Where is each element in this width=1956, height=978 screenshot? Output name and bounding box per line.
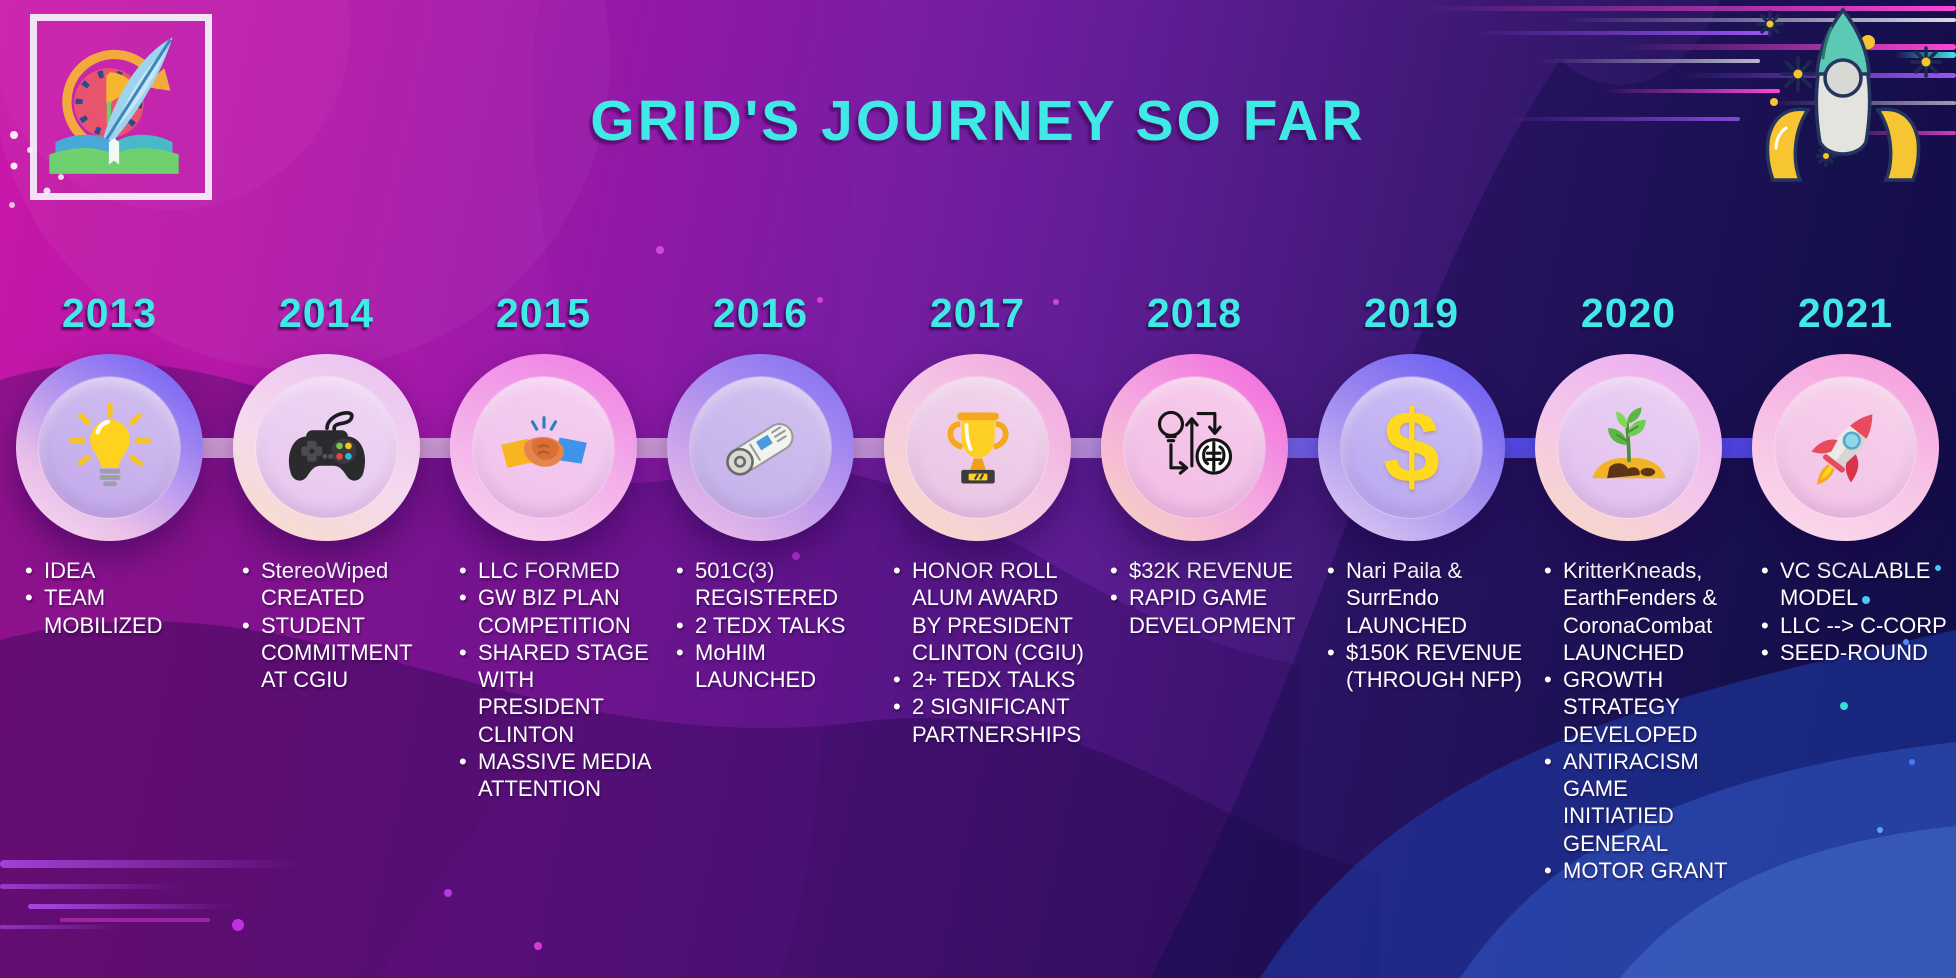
gamepad-icon xyxy=(288,410,365,481)
bullet-item: TEAM MOBILIZED xyxy=(25,584,221,639)
dollar-icon: $ xyxy=(1383,390,1440,504)
bullet-item: MASSIVE MEDIA ATTENTION xyxy=(459,748,655,803)
milestone-circle: $ xyxy=(1318,354,1505,541)
bullet-item: 501C(3) REGISTERED xyxy=(676,557,872,612)
milestone-circle xyxy=(1535,354,1722,541)
bullet-item: HONOR ROLL ALUM AWARD BY PRESIDENT CLINT… xyxy=(893,557,1089,666)
milestone-bullets: 501C(3) REGISTERED 2 TEDX TALKS MoHIM LA… xyxy=(652,557,872,693)
seedling-icon xyxy=(1591,406,1666,478)
bullet-item: KritterKneads, EarthFenders & CoronaComb… xyxy=(1544,557,1740,666)
year-label: 2018 xyxy=(1146,290,1243,336)
year-label: 2015 xyxy=(495,290,592,336)
bullet-item: RAPID GAME DEVELOPMENT xyxy=(1110,584,1306,639)
milestone-bullets: $32K REVENUE RAPID GAME DEVELOPMENT xyxy=(1086,557,1306,639)
milestone-bullets: LLC FORMED GW BIZ PLAN COMPETITION SHARE… xyxy=(435,557,655,802)
milestone-2013: 2013 xyxy=(1,290,218,884)
rocket-illustration xyxy=(1738,0,1948,190)
timeline: 2013 xyxy=(1,290,1954,884)
bullet-item: $32K REVENUE xyxy=(1110,557,1306,585)
bullet-item: 2+ TEDX TALKS xyxy=(893,666,1089,694)
milestone-bullets: StereoWiped CREATED STUDENT COMMITMENT A… xyxy=(218,557,438,693)
milestone-circle xyxy=(1752,354,1939,541)
milestone-circle xyxy=(233,354,420,541)
bullet-item: StereoWiped CREATED xyxy=(242,557,438,612)
bullet-item: VC SCALABLE MODEL xyxy=(1761,557,1956,612)
year-label: 2017 xyxy=(929,290,1026,336)
lightbulb-icon xyxy=(68,402,151,486)
milestone-2017: 2017 xyxy=(869,290,1086,884)
bullet-item: 2 SIGNIFICANT PARTNERSHIPS xyxy=(893,693,1089,748)
milestone-2019: 2019 $ Nari Paila & SurrEndo LAUNCHED $1… xyxy=(1303,290,1523,884)
bullet-item: SEED-ROUND xyxy=(1761,639,1956,667)
rocket-icon xyxy=(1810,413,1872,485)
milestone-circle xyxy=(884,354,1071,541)
bullet-item: IDEA xyxy=(25,557,221,585)
bullet-item: SHARED STAGE WITH PRESIDENT CLINTON xyxy=(459,639,655,748)
bullet-item: GROWTH STRATEGY DEVELOPED xyxy=(1544,666,1740,748)
grid-logo xyxy=(30,14,212,200)
bullet-item: MOTOR GRANT xyxy=(1544,857,1740,885)
newspaper-icon xyxy=(725,422,794,476)
milestone-2020: 2020 xyxy=(1520,290,1737,884)
year-label: 2014 xyxy=(278,290,375,336)
bullet-item: $150K REVENUE (THROUGH NFP) xyxy=(1327,639,1523,694)
year-label: 2013 xyxy=(61,290,158,336)
milestone-2015: 2015 xyxy=(435,290,652,884)
trophy-icon xyxy=(946,411,1009,484)
milestone-2016: 2016 xyxy=(652,290,869,884)
milestone-2021: 2021 xyxy=(1737,290,1954,884)
bullet-item: STUDENT COMMITMENT AT CGIU xyxy=(242,612,438,694)
bullet-item: Nari Paila & SurrEndo LAUNCHED xyxy=(1327,557,1523,639)
milestone-circle xyxy=(16,354,203,541)
bullet-item: LLC --> C-CORP xyxy=(1761,612,1956,640)
year-label: 2019 xyxy=(1363,290,1460,336)
milestone-circle xyxy=(1101,354,1288,541)
rocket-outline-icon xyxy=(1756,7,1942,182)
milestone-bullets: KritterKneads, EarthFenders & CoronaComb… xyxy=(1520,557,1740,884)
milestone-bullets: VC SCALABLE MODEL LLC --> C-CORP SEED-RO… xyxy=(1737,557,1956,666)
bullet-item: LLC FORMED xyxy=(459,557,655,585)
idea-to-brain-icon xyxy=(1157,410,1232,475)
milestone-bullets: HONOR ROLL ALUM AWARD BY PRESIDENT CLINT… xyxy=(869,557,1089,748)
year-label: 2020 xyxy=(1580,290,1677,336)
year-label: 2021 xyxy=(1797,290,1894,336)
bullet-item: ANTIRACISM GAME INITIATIED GENERAL xyxy=(1544,748,1740,857)
handshake-icon xyxy=(500,415,587,468)
bullet-item: 2 TEDX TALKS xyxy=(676,612,872,640)
page-title: GRID'S JOURNEY SO FAR xyxy=(590,89,1366,153)
milestone-2018: 2018 xyxy=(1086,290,1303,884)
milestone-2014: 2014 xyxy=(218,290,435,884)
year-label: 2016 xyxy=(712,290,809,336)
milestone-bullets: Nari Paila & SurrEndo LAUNCHED $150K REV… xyxy=(1303,557,1523,693)
milestone-circle xyxy=(667,354,854,541)
bullet-item: GW BIZ PLAN COMPETITION xyxy=(459,584,655,639)
milestone-circle xyxy=(450,354,637,541)
bullet-item: MoHIM LAUNCHED xyxy=(676,639,872,694)
milestone-bullets: IDEA TEAM MOBILIZED xyxy=(1,557,221,639)
book-clock-quill-logo-icon xyxy=(49,37,179,174)
